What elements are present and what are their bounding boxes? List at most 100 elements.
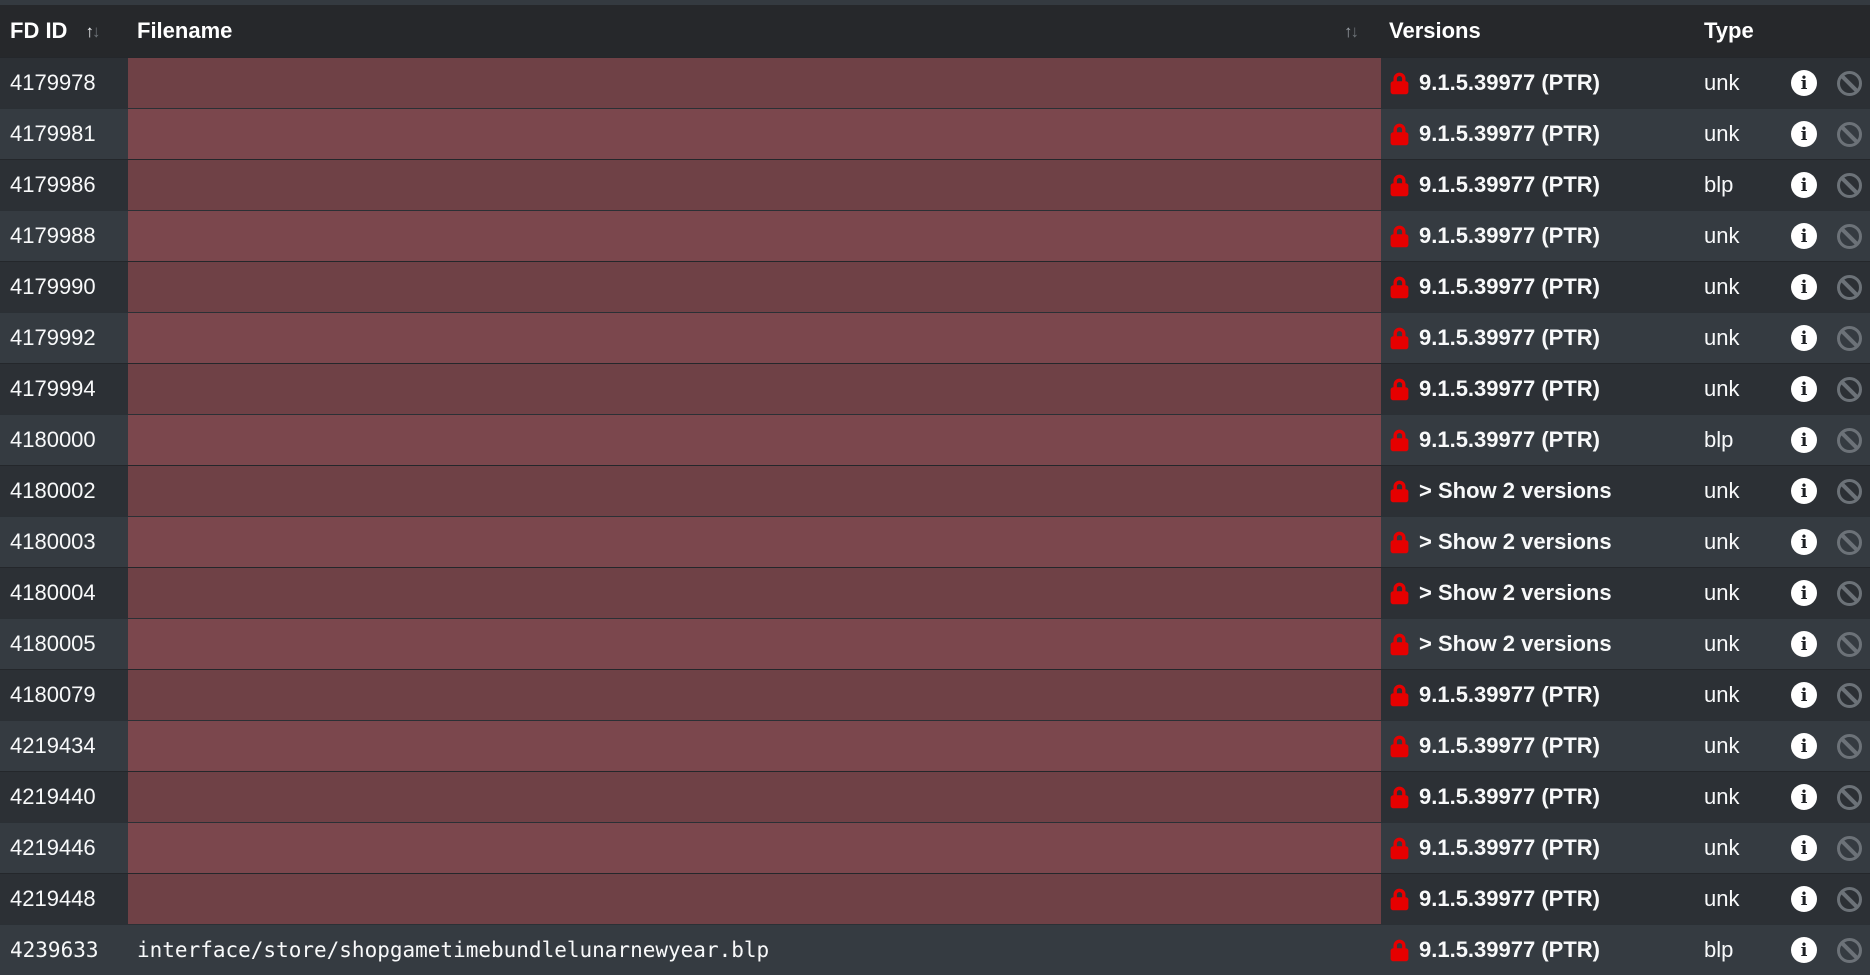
versions-value: 9.1.5.39977 (PTR) (1419, 172, 1600, 197)
fdid-value: 4219434 (10, 733, 96, 758)
sort-icon-filename[interactable]: ↑ ↓ (1344, 23, 1359, 40)
versions-cell: 9.1.5.39977 (PTR) (1381, 172, 1691, 198)
filename-cell (128, 619, 1381, 669)
info-cell: i (1780, 478, 1828, 504)
fdid-cell: 4179994 (0, 376, 128, 402)
info-icon[interactable]: i (1791, 580, 1817, 606)
lock-icon (1389, 683, 1410, 707)
type-cell: unk (1691, 529, 1780, 555)
filename-cell (128, 313, 1381, 363)
ban-cell (1828, 121, 1870, 147)
versions-value[interactable]: > Show 2 versions (1419, 580, 1612, 605)
versions-cell: 9.1.5.39977 (PTR) (1381, 376, 1691, 402)
versions-value[interactable]: > Show 2 versions (1419, 478, 1612, 503)
info-icon[interactable]: i (1791, 886, 1817, 912)
lock-icon (1389, 224, 1410, 248)
ban-icon (1836, 835, 1862, 861)
versions-cell: > Show 2 versions (1381, 529, 1691, 555)
versions-value: 9.1.5.39977 (PTR) (1419, 784, 1600, 809)
ban-icon (1836, 733, 1862, 759)
type-value: unk (1704, 886, 1740, 911)
table-row: 4180002 > Show 2 versions unk i (0, 465, 1870, 516)
type-cell: unk (1691, 223, 1780, 249)
lock-icon (1389, 71, 1410, 95)
versions-value: 9.1.5.39977 (PTR) (1419, 121, 1600, 146)
info-cell: i (1780, 376, 1828, 402)
info-icon[interactable]: i (1791, 223, 1817, 249)
ban-icon (1836, 376, 1862, 402)
info-icon[interactable]: i (1791, 784, 1817, 810)
ban-icon (1836, 274, 1862, 300)
ban-cell (1828, 427, 1870, 453)
type-cell: unk (1691, 631, 1780, 657)
ban-icon (1836, 937, 1862, 963)
info-cell: i (1780, 274, 1828, 300)
fdid-cell: 4179988 (0, 223, 128, 249)
info-cell: i (1780, 70, 1828, 96)
ban-icon (1836, 427, 1862, 453)
type-cell: unk (1691, 682, 1780, 708)
versions-value[interactable]: > Show 2 versions (1419, 529, 1612, 554)
fdid-cell: 4180004 (0, 580, 128, 606)
info-icon[interactable]: i (1791, 478, 1817, 504)
versions-value: 9.1.5.39977 (PTR) (1419, 376, 1600, 401)
versions-value: 9.1.5.39977 (PTR) (1419, 70, 1600, 95)
filename-cell (128, 58, 1381, 108)
ban-cell (1828, 172, 1870, 198)
column-header-filename[interactable]: Filename ↑ ↓ (128, 18, 1381, 44)
info-icon[interactable]: i (1791, 172, 1817, 198)
column-header-fdid[interactable]: FD ID ↑ ↓ (0, 18, 128, 44)
filename-cell (128, 874, 1381, 924)
info-icon[interactable]: i (1791, 70, 1817, 96)
type-cell: unk (1691, 784, 1780, 810)
info-icon[interactable]: i (1791, 274, 1817, 300)
ban-cell (1828, 784, 1870, 810)
filename-cell (128, 772, 1381, 822)
versions-cell: 9.1.5.39977 (PTR) (1381, 835, 1691, 861)
info-icon[interactable]: i (1791, 733, 1817, 759)
fdid-cell: 4180000 (0, 427, 128, 453)
info-cell: i (1780, 172, 1828, 198)
column-header-versions: Versions (1381, 18, 1691, 44)
ban-cell (1828, 937, 1870, 963)
fdid-cell: 4179981 (0, 121, 128, 147)
fdid-cell: 4179990 (0, 274, 128, 300)
ban-icon (1836, 478, 1862, 504)
type-value: blp (1704, 427, 1734, 452)
fdid-value: 4179986 (10, 172, 96, 197)
fdid-cell: 4180005 (0, 631, 128, 657)
lock-icon (1389, 479, 1410, 503)
type-value: unk (1704, 223, 1740, 248)
filename-cell (128, 466, 1381, 516)
info-icon[interactable]: i (1791, 427, 1817, 453)
fdid-value: 4180079 (10, 682, 96, 707)
type-cell: unk (1691, 274, 1780, 300)
ban-icon (1836, 886, 1862, 912)
lock-icon (1389, 275, 1410, 299)
info-icon[interactable]: i (1791, 682, 1817, 708)
filename-cell (128, 415, 1381, 465)
versions-value[interactable]: > Show 2 versions (1419, 631, 1612, 656)
versions-value: 9.1.5.39977 (PTR) (1419, 223, 1600, 248)
table-row: 4219448 9.1.5.39977 (PTR) unk i (0, 873, 1870, 924)
info-icon[interactable]: i (1791, 835, 1817, 861)
versions-cell: > Show 2 versions (1381, 478, 1691, 504)
info-icon[interactable]: i (1791, 529, 1817, 555)
info-icon[interactable]: i (1791, 937, 1817, 963)
info-cell: i (1780, 733, 1828, 759)
filename-cell (128, 568, 1381, 618)
info-cell: i (1780, 835, 1828, 861)
info-icon[interactable]: i (1791, 325, 1817, 351)
versions-cell: 9.1.5.39977 (PTR) (1381, 427, 1691, 453)
table-row: 4180079 9.1.5.39977 (PTR) unk i (0, 669, 1870, 720)
sort-icon-fdid[interactable]: ↑ ↓ (85, 22, 100, 41)
file-data-table: FD ID ↑ ↓ Filename ↑ ↓ Versions Type 41799… (0, 5, 1870, 975)
type-value: unk (1704, 580, 1740, 605)
lock-icon (1389, 326, 1410, 350)
info-icon[interactable]: i (1791, 376, 1817, 402)
type-value: blp (1704, 937, 1734, 962)
sort-up-arrow-icon: ↑ (85, 22, 93, 41)
info-icon[interactable]: i (1791, 121, 1817, 147)
info-icon[interactable]: i (1791, 631, 1817, 657)
versions-cell: 9.1.5.39977 (PTR) (1381, 121, 1691, 147)
